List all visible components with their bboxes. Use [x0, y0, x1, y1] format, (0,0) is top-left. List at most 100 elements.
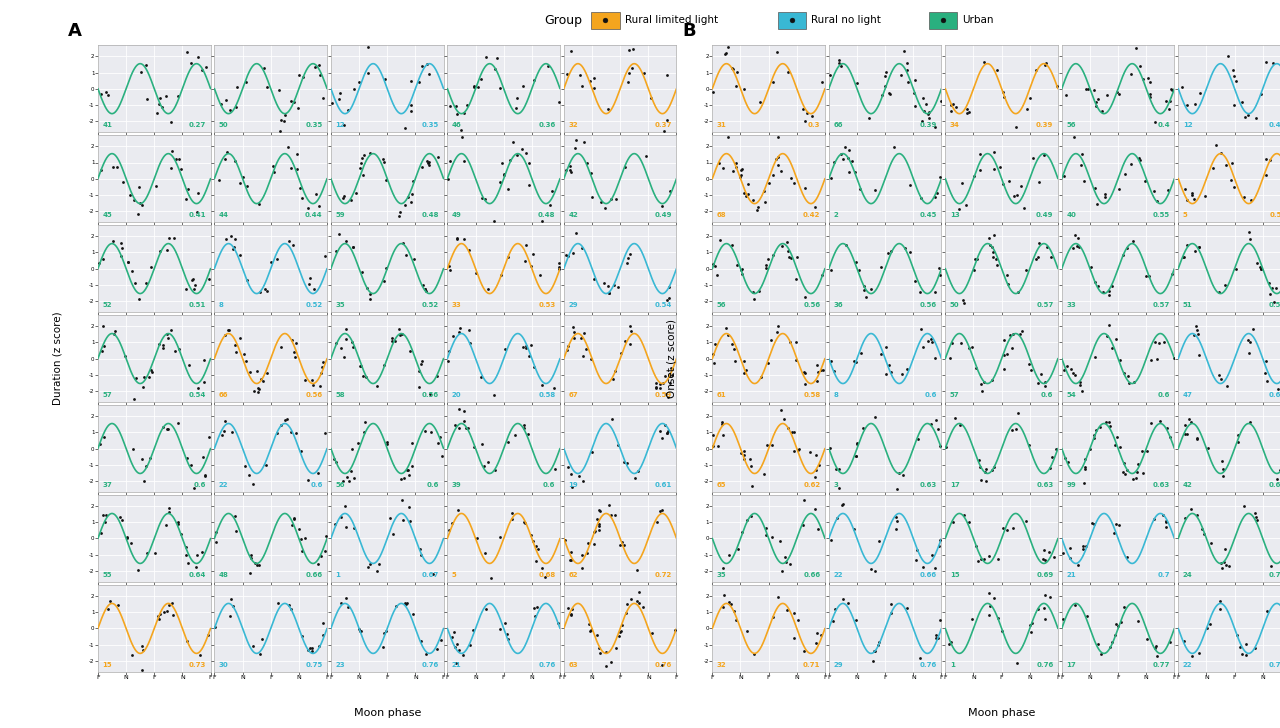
- Point: [1161, 84, 1181, 96]
- Point: [808, 459, 828, 470]
- Point: [275, 414, 296, 426]
- Point: [783, 177, 804, 189]
- Point: [343, 341, 364, 352]
- Point: [979, 232, 1000, 243]
- Point: [1235, 649, 1256, 661]
- Point: [1120, 158, 1140, 170]
- Text: 0.64: 0.64: [1268, 482, 1280, 488]
- Point: [1052, 613, 1073, 625]
- Point: [401, 515, 421, 527]
- Point: [218, 324, 238, 336]
- Text: 0.56: 0.56: [920, 301, 937, 308]
- Point: [1103, 528, 1124, 539]
- Point: [564, 143, 585, 154]
- Point: [1211, 373, 1231, 385]
- Point: [559, 165, 580, 176]
- Point: [183, 274, 204, 285]
- Point: [422, 569, 443, 580]
- Point: [561, 609, 581, 620]
- Point: [442, 518, 462, 529]
- Point: [175, 541, 196, 553]
- Point: [964, 264, 984, 275]
- Point: [733, 355, 754, 367]
- Text: 0.48: 0.48: [421, 212, 439, 218]
- Point: [1233, 96, 1253, 108]
- Point: [154, 339, 174, 350]
- Point: [972, 385, 992, 397]
- Point: [324, 454, 344, 465]
- Point: [1187, 320, 1207, 332]
- Text: 0.37: 0.37: [654, 122, 672, 128]
- Point: [233, 348, 253, 360]
- Point: [1015, 264, 1036, 276]
- Point: [460, 337, 480, 349]
- Point: [662, 369, 682, 381]
- Point: [463, 624, 484, 636]
- Point: [243, 478, 264, 490]
- Point: [113, 176, 133, 188]
- Text: 0.42: 0.42: [803, 212, 820, 218]
- Point: [439, 346, 460, 357]
- Text: 29: 29: [833, 662, 844, 668]
- Point: [650, 505, 671, 517]
- Point: [982, 464, 1002, 475]
- Point: [602, 509, 622, 521]
- Point: [1147, 353, 1167, 365]
- Point: [918, 108, 938, 119]
- Point: [841, 155, 861, 167]
- Point: [1073, 148, 1093, 159]
- Point: [951, 338, 972, 349]
- Point: [929, 172, 950, 183]
- Point: [1004, 328, 1024, 340]
- Point: [820, 264, 841, 276]
- Point: [650, 378, 671, 389]
- Point: [410, 381, 430, 392]
- Point: [353, 149, 374, 161]
- Point: [767, 327, 787, 339]
- Point: [832, 154, 852, 165]
- Point: [417, 157, 438, 169]
- Point: [1076, 539, 1097, 551]
- Point: [795, 378, 815, 389]
- Point: [402, 188, 422, 199]
- Point: [463, 441, 484, 453]
- Point: [1106, 618, 1126, 630]
- Point: [262, 160, 283, 172]
- Point: [1221, 174, 1242, 186]
- Point: [177, 452, 197, 464]
- Point: [845, 166, 865, 178]
- Point: [586, 630, 607, 641]
- Point: [321, 97, 342, 108]
- Point: [385, 335, 406, 347]
- Point: [1144, 336, 1165, 348]
- Point: [913, 341, 933, 353]
- Point: [1088, 94, 1108, 106]
- Point: [1062, 242, 1083, 253]
- Point: [733, 445, 754, 456]
- Point: [767, 46, 787, 58]
- Point: [403, 253, 424, 264]
- Point: [161, 162, 182, 174]
- Point: [974, 467, 995, 478]
- Point: [608, 440, 628, 451]
- Point: [148, 338, 169, 349]
- Point: [266, 427, 287, 439]
- Point: [927, 187, 947, 199]
- Point: [714, 48, 735, 60]
- Point: [1034, 613, 1055, 625]
- Text: 21: 21: [452, 662, 462, 668]
- Text: 0.76: 0.76: [1037, 662, 1053, 668]
- Point: [1100, 319, 1120, 331]
- Point: [1140, 355, 1161, 366]
- Text: 0.39: 0.39: [919, 122, 937, 128]
- Point: [952, 295, 973, 306]
- Point: [1235, 111, 1256, 123]
- Text: 99: 99: [1066, 482, 1076, 488]
- Point: [530, 269, 550, 281]
- Point: [248, 382, 269, 394]
- Point: [490, 269, 511, 281]
- Point: [1106, 333, 1126, 345]
- Point: [924, 121, 945, 132]
- Point: [374, 641, 394, 653]
- Point: [1039, 546, 1060, 558]
